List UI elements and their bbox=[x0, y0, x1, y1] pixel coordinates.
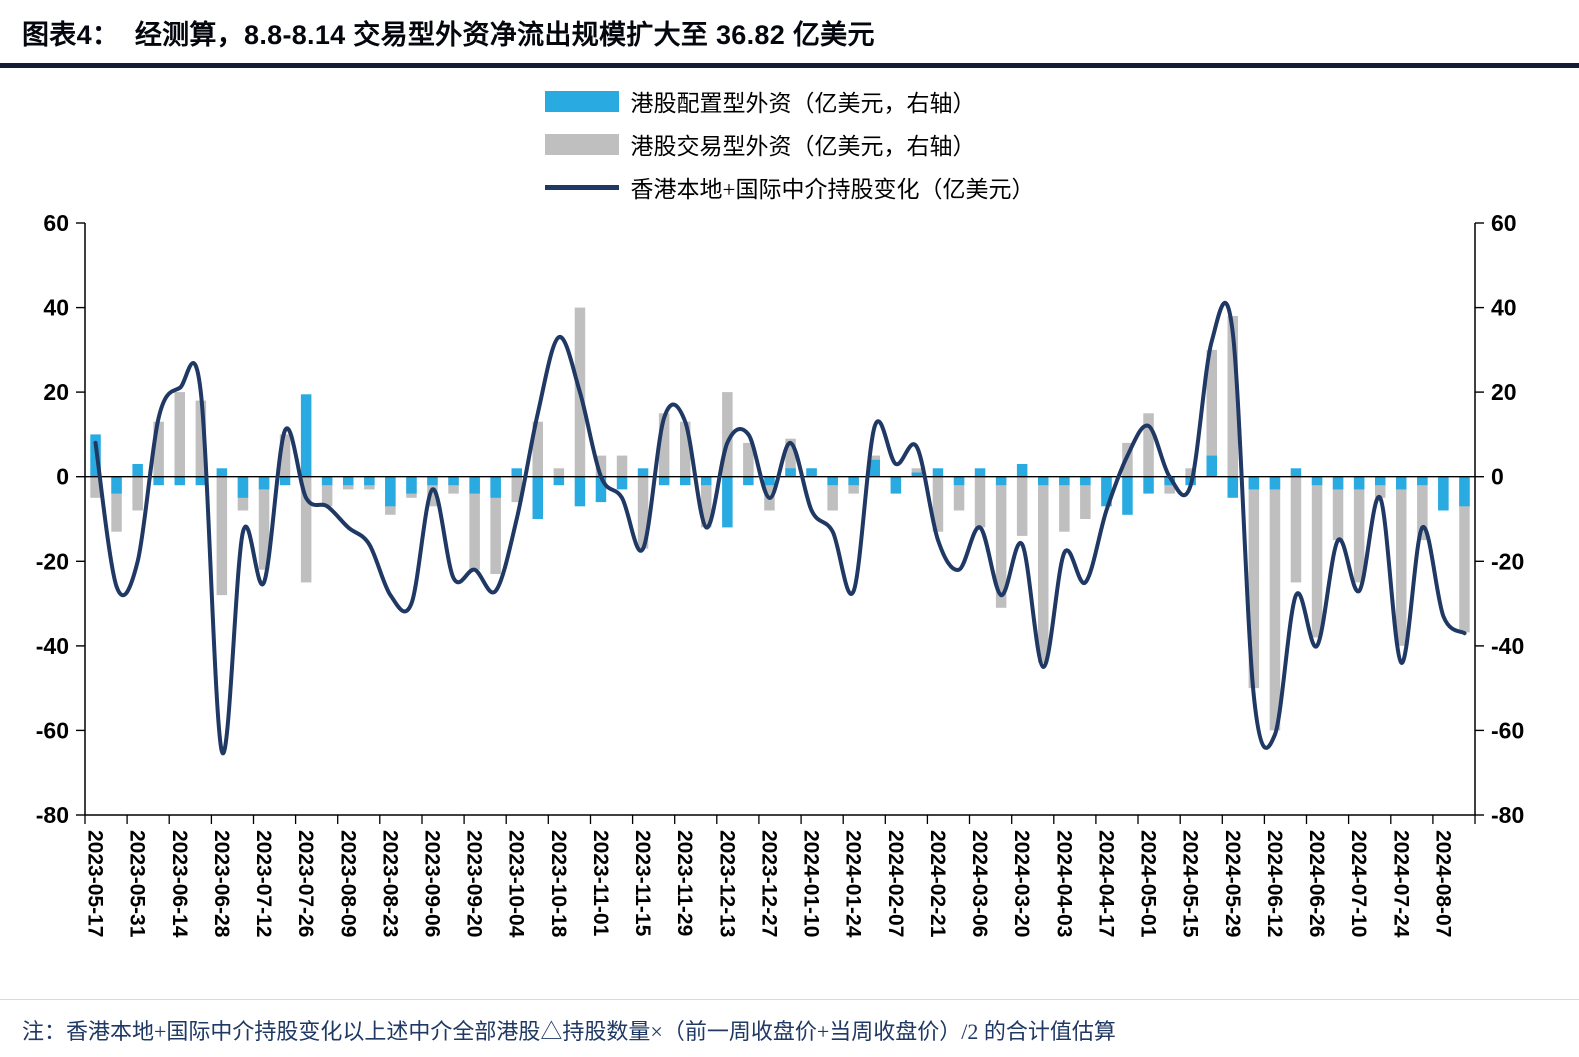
legend-swatch-trading bbox=[544, 133, 619, 155]
svg-text:2023-12-27: 2023-12-27 bbox=[758, 830, 781, 937]
figure-title: 图表4： 经测算，8.8-8.14 交易型外资净流出规模扩大至 36.82 亿美… bbox=[22, 20, 875, 50]
svg-text:2024-05-15: 2024-05-15 bbox=[1179, 830, 1202, 938]
legend-label-holdings-line: 香港本地+国际中介持股变化（亿美元） bbox=[630, 177, 1035, 202]
svg-text:2024-06-12: 2024-06-12 bbox=[1263, 830, 1286, 937]
legend-item-allocation-foreign-capital: 港股配置型外资（亿美元，右轴） bbox=[544, 84, 1035, 118]
legend-item-trading-foreign-capital: 港股交易型外资（亿美元，右轴） bbox=[544, 127, 1035, 161]
legend-item-holdings-change-line: 香港本地+国际中介持股变化（亿美元） bbox=[544, 170, 1035, 204]
svg-text:2024-02-21: 2024-02-21 bbox=[926, 830, 949, 938]
svg-text:2023-07-12: 2023-07-12 bbox=[252, 830, 275, 937]
svg-text:2024-08-07: 2024-08-07 bbox=[1431, 830, 1454, 937]
svg-text:2023-08-09: 2023-08-09 bbox=[336, 830, 359, 937]
svg-text:2023-09-20: 2023-09-20 bbox=[463, 830, 486, 937]
svg-text:2023-12-13: 2023-12-13 bbox=[715, 830, 738, 937]
svg-text:-80: -80 bbox=[36, 802, 69, 828]
svg-text:-60: -60 bbox=[36, 717, 69, 743]
svg-text:40: 40 bbox=[1491, 295, 1517, 321]
chart-canvas: 60 60 40 40 20 20 0 0 -20 -20 -40 -40 -60 -60 -80 -80 20… bbox=[36, 213, 1525, 938]
svg-text:2024-03-06: 2024-03-06 bbox=[968, 830, 991, 937]
svg-text:2023-06-14: 2023-06-14 bbox=[168, 830, 191, 938]
svg-text:2024-07-10: 2024-07-10 bbox=[1347, 830, 1370, 937]
svg-text:2024-07-24: 2024-07-24 bbox=[1389, 830, 1412, 938]
svg-text:2023-11-01: 2023-11-01 bbox=[589, 830, 612, 937]
svg-text:2024-06-26: 2024-06-26 bbox=[1305, 830, 1328, 937]
svg-text:2024-05-29: 2024-05-29 bbox=[1221, 830, 1244, 937]
svg-text:2023-10-04: 2023-10-04 bbox=[505, 830, 528, 938]
note-methodology: 注：香港本地+国际中介持股变化以上述中介全部港股△持股数量×（前一周收盘价+当周… bbox=[22, 1019, 1116, 1044]
svg-text:2023-08-23: 2023-08-23 bbox=[378, 830, 401, 937]
x-axis-ticks bbox=[84, 815, 1476, 824]
holdings-change-line bbox=[93, 301, 1467, 756]
svg-text:-40: -40 bbox=[1491, 633, 1524, 659]
svg-text:2024-01-10: 2024-01-10 bbox=[800, 830, 823, 937]
svg-text:0: 0 bbox=[1491, 464, 1504, 490]
legend-label-allocation: 港股配置型外资（亿美元，右轴） bbox=[630, 91, 976, 116]
legend-label-trading: 港股交易型外资（亿美元，右轴） bbox=[630, 134, 976, 159]
svg-text:2023-09-06: 2023-09-06 bbox=[421, 830, 444, 937]
svg-text:2024-03-20: 2024-03-20 bbox=[1010, 830, 1033, 937]
svg-text:60: 60 bbox=[1491, 213, 1517, 236]
svg-text:-80: -80 bbox=[1491, 802, 1524, 828]
svg-text:-20: -20 bbox=[36, 548, 69, 574]
y-axis-labels: 60 60 40 40 20 20 0 0 -20 -20 -40 -40 -60 -60 -80 -80 bbox=[36, 213, 1525, 828]
svg-text:2023-07-26: 2023-07-26 bbox=[294, 830, 317, 937]
chart-legend: 港股配置型外资（亿美元，右轴） 港股交易型外资（亿美元，右轴） 香港本地+国际中… bbox=[544, 84, 1035, 204]
svg-text:0: 0 bbox=[56, 464, 69, 490]
svg-text:2023-11-15: 2023-11-15 bbox=[631, 830, 654, 937]
svg-text:60: 60 bbox=[43, 213, 69, 236]
svg-text:2023-06-28: 2023-06-28 bbox=[210, 830, 233, 938]
svg-text:2023-10-18: 2023-10-18 bbox=[547, 830, 570, 938]
svg-text:40: 40 bbox=[43, 295, 69, 321]
svg-text:2023-05-31: 2023-05-31 bbox=[126, 830, 149, 938]
svg-text:-60: -60 bbox=[1491, 717, 1524, 743]
figure-notes: 注：香港本地+国际中介持股变化以上述中介全部港股△持股数量×（前一周收盘价+当周… bbox=[0, 999, 1579, 1057]
svg-text:-20: -20 bbox=[1491, 548, 1524, 574]
legend-swatch-holdings-line bbox=[544, 184, 619, 190]
svg-text:2024-04-17: 2024-04-17 bbox=[1094, 830, 1117, 937]
x-axis-labels: 2023-05-17 2023-05-31 2023-06-14 2023-06-28… bbox=[84, 830, 1455, 938]
svg-text:2023-11-29: 2023-11-29 bbox=[673, 830, 696, 936]
svg-text:2024-02-07: 2024-02-07 bbox=[884, 830, 907, 937]
legend-swatch-allocation bbox=[544, 90, 619, 112]
svg-text:2024-01-24: 2024-01-24 bbox=[842, 830, 865, 938]
svg-text:2024-04-03: 2024-04-03 bbox=[1052, 830, 1075, 937]
trading-flow-bars bbox=[90, 307, 1470, 731]
chart-area: 港股配置型外资（亿美元，右轴） 港股交易型外资（亿美元，右轴） 香港本地+国际中… bbox=[0, 84, 1579, 999]
svg-text:20: 20 bbox=[1491, 379, 1517, 405]
figure-header: 图表4： 经测算，8.8-8.14 交易型外资净流出规模扩大至 36.82 亿美… bbox=[0, 0, 1579, 68]
svg-text:2024-05-01: 2024-05-01 bbox=[1137, 830, 1160, 938]
svg-text:2023-05-17: 2023-05-17 bbox=[84, 830, 107, 937]
svg-text:-40: -40 bbox=[36, 633, 69, 659]
svg-text:20: 20 bbox=[43, 379, 69, 405]
